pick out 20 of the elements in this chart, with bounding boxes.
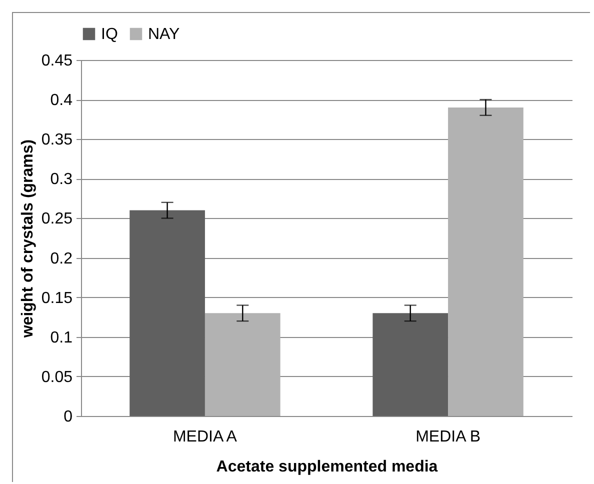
y-tick-label: 0 (64, 408, 73, 426)
y-tick-label: 0.1 (50, 329, 73, 346)
y-tick-label: 0.3 (50, 171, 73, 188)
legend-label: IQ (101, 26, 118, 43)
legend-label: NAY (148, 26, 180, 43)
x-tick-label: MEDIA B (416, 428, 480, 446)
y-tick-label: 0.4 (50, 92, 73, 110)
y-tick-label: 0.05 (41, 368, 73, 386)
x-axis-title: Acetate supplemented media (216, 458, 438, 476)
y-tick-label: 0.2 (50, 250, 73, 268)
y-tick-label: 0.25 (41, 210, 73, 228)
y-tick-label: 0.35 (41, 132, 73, 149)
y-axis-title: weight of crystals (grams) (19, 139, 36, 339)
bar (204, 313, 280, 416)
bar (130, 210, 205, 416)
y-tick-label: 0.15 (41, 290, 73, 307)
bar (372, 313, 448, 416)
y-tick-label: 0.45 (41, 52, 73, 70)
bar (448, 107, 524, 416)
x-tick-label: MEDIA A (172, 428, 238, 446)
